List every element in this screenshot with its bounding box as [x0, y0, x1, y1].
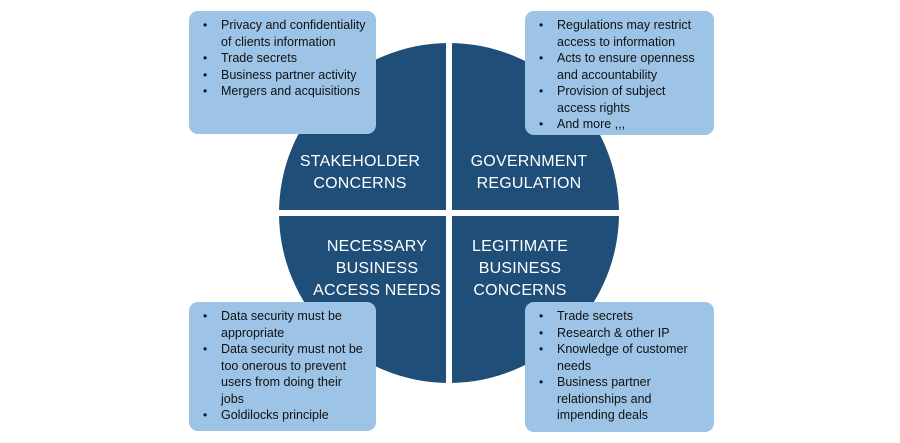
bullet-item: Trade secrets — [201, 50, 366, 67]
horizontal-divider — [276, 210, 622, 216]
quadrant-label-necessary-line-1: NECESSARY — [327, 238, 427, 255]
bullet-item: Data security must not be too onerous to… — [201, 341, 366, 407]
bullet-list: Data security must be appropriate Data s… — [201, 308, 366, 424]
bullet-item: Data security must be appropriate — [201, 308, 366, 341]
quadrant-label-government-line-1: GOVERNMENT — [471, 153, 588, 170]
quadrant-label-legitimate-line-1: LEGITIMATE — [472, 238, 568, 255]
bullet-list: Privacy and confidentiality of clients i… — [201, 17, 366, 100]
quadrant-label-stakeholder-line-1: STAKEHOLDER — [300, 153, 420, 170]
quadrant-label-legitimate-line-3: CONCERNS — [473, 282, 566, 299]
bullet-item: Acts to ensure openness and accountabili… — [537, 50, 704, 83]
bullet-item: Privacy and confidentiality of clients i… — [201, 17, 366, 50]
bullet-item: Business partner relationships and impen… — [537, 374, 704, 424]
stakeholder-concerns-box: Privacy and confidentiality of clients i… — [189, 11, 376, 134]
bullet-list: Regulations may restrict access to infor… — [537, 17, 704, 133]
bullet-item: Trade secrets — [537, 308, 704, 325]
bullet-item: And more ,,, — [537, 116, 704, 133]
bullet-item: Research & other IP — [537, 325, 704, 342]
quadrant-label-government-line-2: REGULATION — [477, 175, 582, 192]
business-access-needs-box: Data security must be appropriate Data s… — [189, 302, 376, 431]
bullet-item: Regulations may restrict access to infor… — [537, 17, 704, 50]
quadrant-label-legitimate-line-2: BUSINESS — [479, 260, 562, 277]
government-regulation-box: Regulations may restrict access to infor… — [525, 11, 714, 135]
bullet-item: Business partner activity — [201, 67, 366, 84]
bullet-item: Goldilocks principle — [201, 407, 366, 424]
legitimate-business-concerns-box: Trade secrets Research & other IP Knowle… — [525, 302, 714, 432]
bullet-item: Provision of subject access rights — [537, 83, 704, 116]
bullet-list: Trade secrets Research & other IP Knowle… — [537, 308, 704, 424]
bullet-item: Knowledge of customer needs — [537, 341, 704, 374]
quadrant-label-necessary-line-2: BUSINESS — [336, 260, 419, 277]
quadrant-label-necessary-line-3: ACCESS NEEDS — [313, 282, 441, 299]
quadrant-label-stakeholder-line-2: CONCERNS — [313, 175, 406, 192]
bullet-item: Mergers and acquisitions — [201, 83, 366, 100]
